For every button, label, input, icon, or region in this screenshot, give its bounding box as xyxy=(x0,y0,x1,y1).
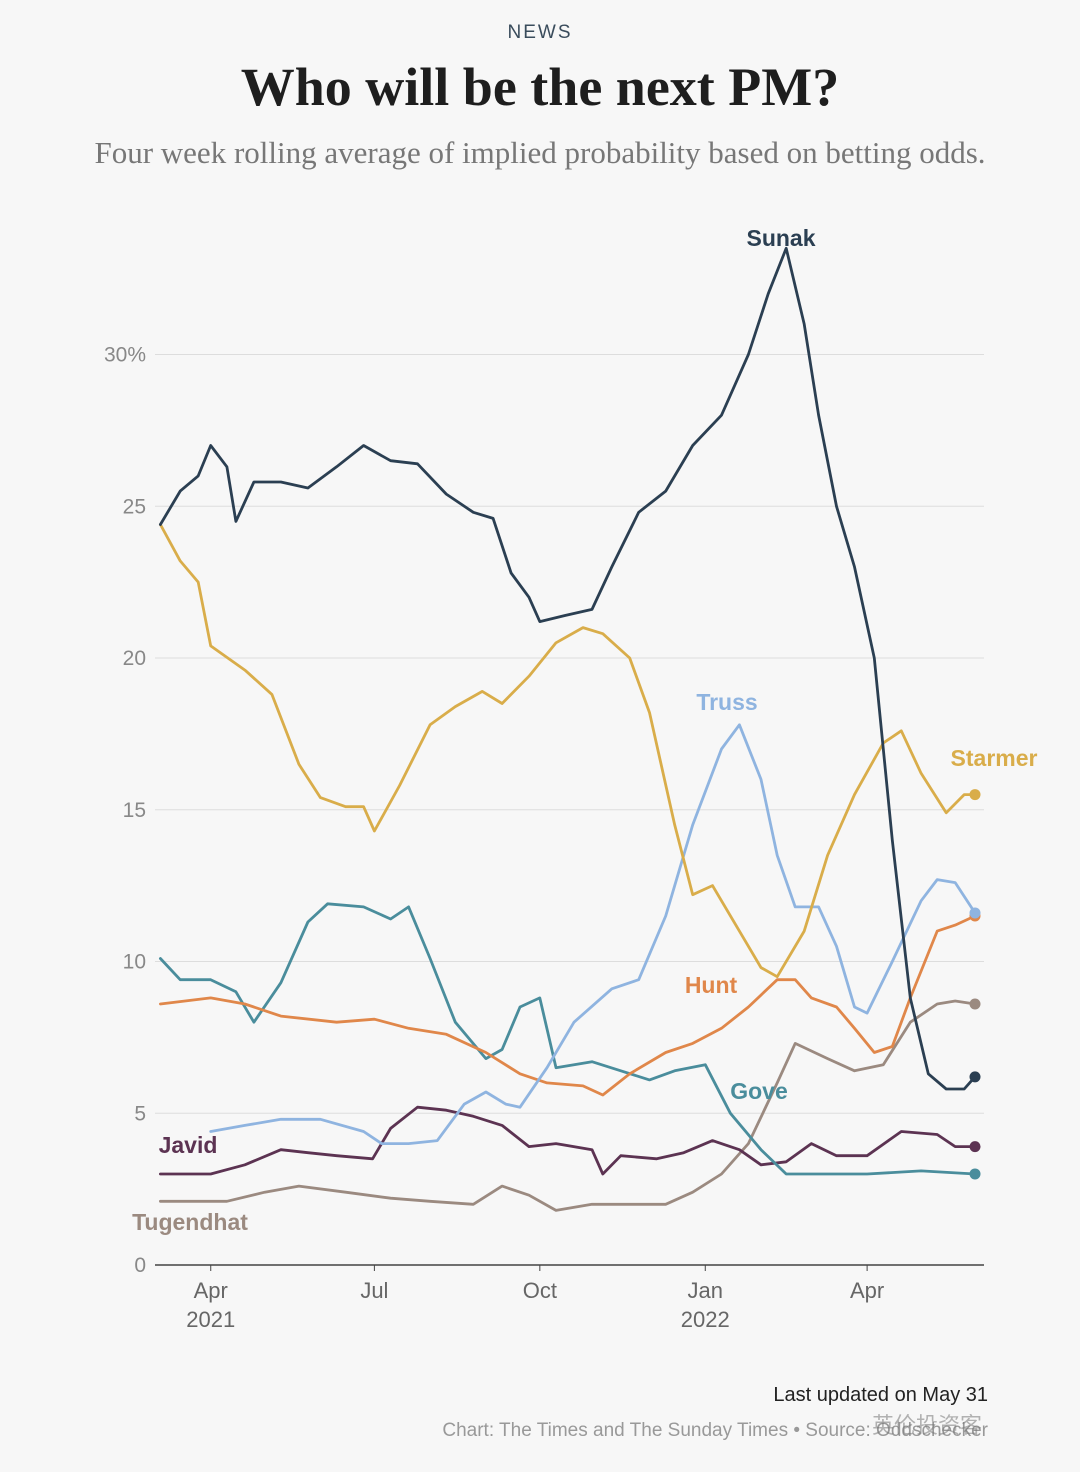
section-kicker: NEWS xyxy=(507,22,573,43)
x-tick-year: 2021 xyxy=(186,1307,235,1332)
chart-title: Who will be the next PM? xyxy=(240,57,840,117)
end-dot-truss xyxy=(969,907,981,919)
y-tick-label: 0 xyxy=(134,1254,146,1277)
watermark-text: 英伦投资客 xyxy=(872,1413,983,1438)
y-tick-label: 15 xyxy=(123,799,146,822)
gridlines xyxy=(155,354,984,1266)
series-label-sunak: Sunak xyxy=(746,225,815,251)
source-text: Source: Oddschecker xyxy=(805,1420,988,1441)
x-tick-label: Jul xyxy=(360,1278,388,1303)
x-tick-label: Apr xyxy=(850,1278,884,1303)
end-dot-gove xyxy=(969,1168,981,1180)
series-line-tugendhat xyxy=(159,999,977,1212)
y-tick-label: 10 xyxy=(123,951,146,974)
series-line-hunt xyxy=(159,914,977,1097)
y-tick-label: 20 xyxy=(123,647,146,670)
x-axis: Apr 2021 Jul Oct Jan 2022 Apr xyxy=(186,1265,884,1332)
series-line-gove xyxy=(159,902,977,1176)
series-label-javid: Javid xyxy=(159,1132,218,1158)
last-updated: Last updated on May 31 xyxy=(773,1384,988,1406)
y-axis-labels: 0 5 10 15 20 25 30% xyxy=(104,344,146,1278)
series-line-sunak xyxy=(159,246,977,1091)
credit-separator: • xyxy=(788,1420,806,1441)
series-label-starmer: Starmer xyxy=(951,745,1038,771)
chart-credit: Chart: The Times and The Sunday Times • … xyxy=(442,1420,988,1442)
x-tick-label: Oct xyxy=(523,1278,557,1303)
end-dot-starmer xyxy=(969,789,981,801)
series-line-truss xyxy=(209,723,977,1145)
line-chart: 0 5 10 15 20 25 30% Apr 2021 Jul Oct Jan 2022 Apr Su… xyxy=(104,225,1038,1332)
series-label-truss: Truss xyxy=(696,689,757,715)
x-tick-label: Jan xyxy=(688,1278,723,1303)
series-label-gove: Gove xyxy=(730,1078,788,1104)
series-line-javid xyxy=(159,1105,977,1176)
end-dot-sunak xyxy=(969,1071,981,1083)
end-dot-tugendhat xyxy=(969,998,981,1010)
y-tick-label: 25 xyxy=(123,495,146,518)
series-label-hunt: Hunt xyxy=(685,972,738,998)
x-tick-year: 2022 xyxy=(681,1307,730,1332)
y-tick-label: 5 xyxy=(134,1102,146,1125)
end-dot-javid xyxy=(969,1141,981,1153)
series-end-dots xyxy=(969,789,981,1180)
series-label-tugendhat: Tugendhat xyxy=(132,1209,248,1235)
credit-text: Chart: The Times and The Sunday Times xyxy=(442,1420,789,1441)
series-line-starmer xyxy=(159,523,977,979)
chart-subtitle: Four week rolling average of implied pro… xyxy=(94,135,986,170)
series-labels: Sunak Truss Starmer Hunt Gove Javid Tugendhat xyxy=(132,225,1037,1235)
x-tick-label: Apr xyxy=(194,1278,228,1303)
y-tick-label: 30% xyxy=(104,344,146,367)
series-lines xyxy=(159,246,977,1212)
